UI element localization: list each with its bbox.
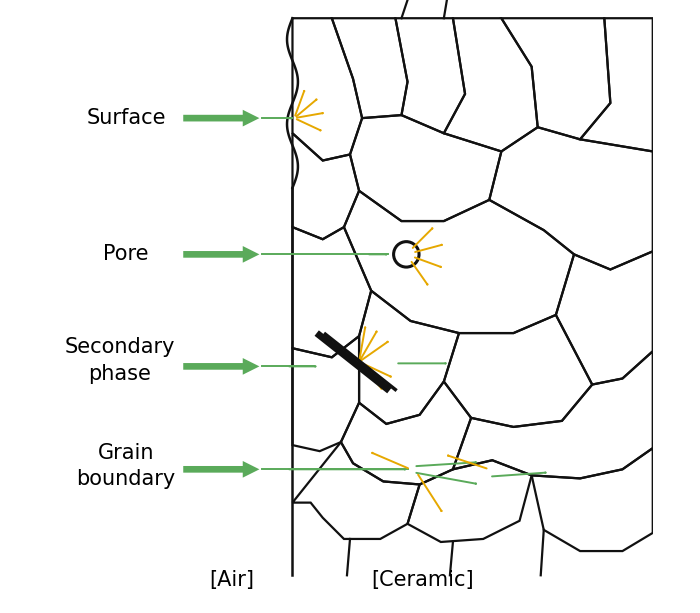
- Text: [Ceramic]: [Ceramic]: [371, 571, 474, 590]
- Circle shape: [393, 242, 419, 267]
- Text: Pore: Pore: [103, 245, 148, 264]
- Text: Grain
boundary: Grain boundary: [76, 443, 176, 490]
- Text: [Air]: [Air]: [209, 571, 254, 590]
- Text: Secondary
phase: Secondary phase: [64, 337, 175, 384]
- Text: Surface: Surface: [86, 108, 166, 128]
